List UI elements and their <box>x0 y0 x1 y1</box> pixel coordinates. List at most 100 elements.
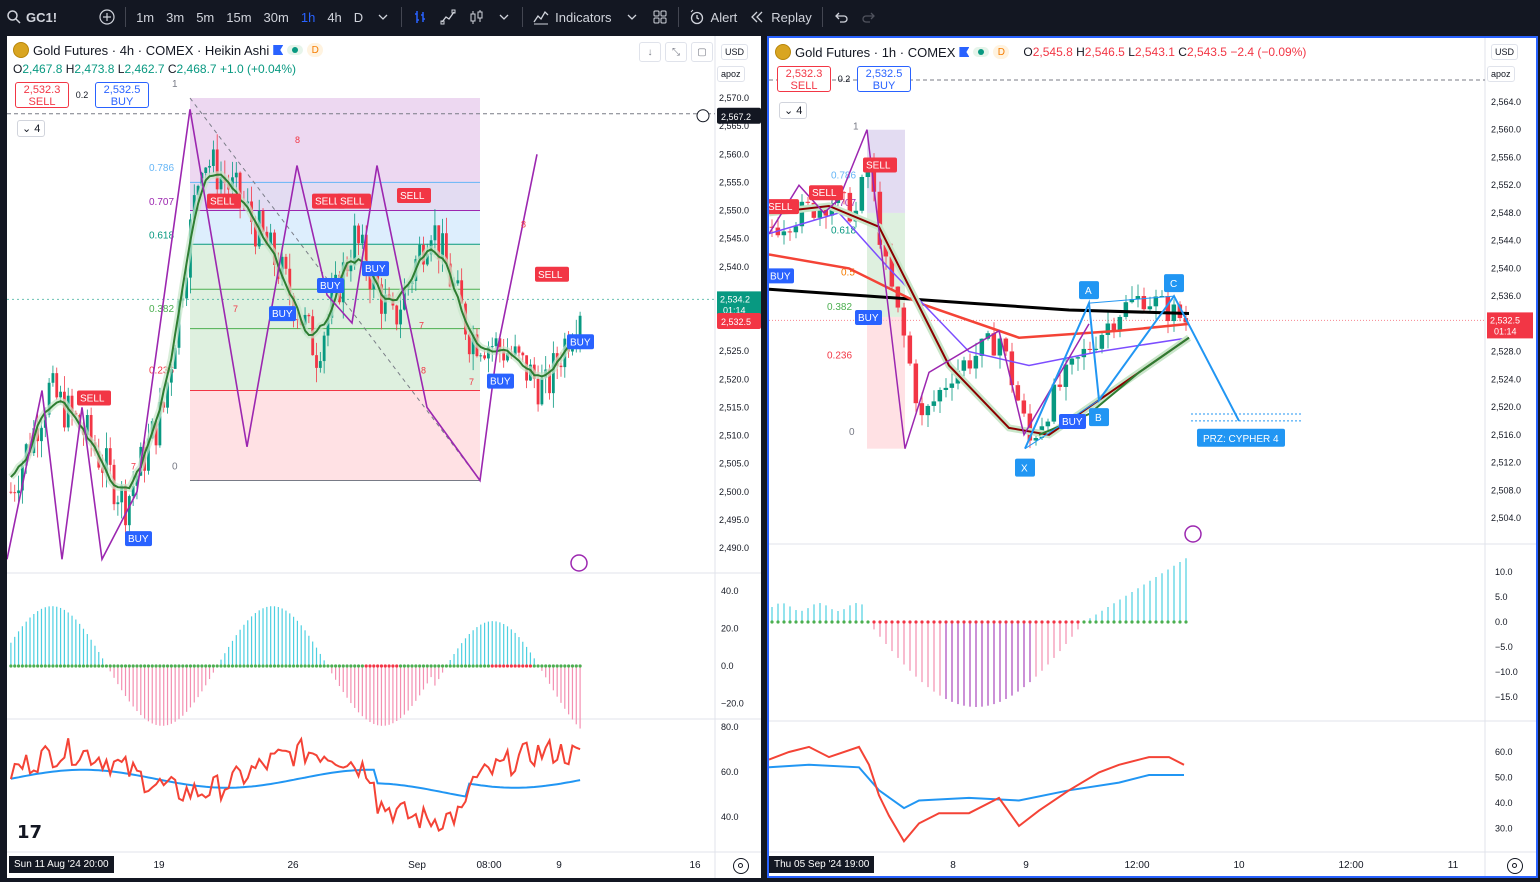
settings-gear-icon[interactable] <box>733 858 749 874</box>
compare-symbol-button[interactable] <box>93 0 121 34</box>
signal-buy-bg <box>487 373 514 389</box>
osc-dot <box>517 664 521 668</box>
tf-4h[interactable]: 4h <box>327 9 342 25</box>
replay-label: Replay <box>771 9 812 25</box>
flag-icon[interactable] <box>959 47 970 57</box>
replay-button[interactable]: Replay <box>743 0 817 34</box>
fib-label: 1 <box>172 79 178 90</box>
tf-d[interactable]: D <box>353 9 364 25</box>
osc-dot <box>227 664 231 668</box>
osc-dot <box>398 664 403 668</box>
redo-button[interactable] <box>855 0 883 34</box>
x-tick-label: 19 <box>153 860 165 871</box>
right-chart-pane[interactable]: 1 0.786 0.707 0.618 0.5 0.382 0.236 0 X A B C PRZ: C… <box>767 36 1538 878</box>
sell-button[interactable]: 2,532.3 SELL <box>777 66 831 92</box>
lightning-icon <box>1184 525 1202 543</box>
indicators-dropdown[interactable] <box>618 0 646 34</box>
tf-15m[interactable]: 15m <box>226 9 252 25</box>
eye-icon[interactable] <box>973 47 990 57</box>
osc-dot <box>238 664 242 668</box>
candle-body <box>9 491 13 493</box>
osc-dot <box>884 620 888 624</box>
ma-line <box>10 173 581 490</box>
countdown-tag: 01:14 <box>723 305 746 315</box>
tradingview-logo: 17 <box>17 822 43 843</box>
scale-mode-button[interactable]: apoz <box>717 66 745 82</box>
chart-type-bars-button[interactable] <box>406 0 434 34</box>
chart-type-dropdown[interactable] <box>490 0 518 34</box>
collapse-indicators-button[interactable]: ⌄ 4 <box>17 120 46 137</box>
indicators-button[interactable]: Indicators <box>527 0 617 34</box>
symbol-search[interactable]: GC1! <box>0 0 63 34</box>
wave-number: 8 <box>421 366 426 376</box>
osc-dot <box>181 664 185 668</box>
sell-button[interactable]: 2,532.3 SELL <box>15 82 69 108</box>
tf-30m[interactable]: 30m <box>263 9 289 25</box>
osc-dot <box>1154 620 1158 624</box>
osc-dot <box>162 664 166 668</box>
candle-body <box>490 346 494 348</box>
candle-body <box>483 355 486 359</box>
buy-button[interactable]: 2,532.5 BUY <box>95 82 149 108</box>
osc-dot <box>100 664 105 668</box>
chart-type-line-button[interactable] <box>434 0 462 34</box>
fib-label: 0.786 <box>149 163 174 174</box>
osc-dot <box>770 620 774 624</box>
candles-icon <box>470 10 483 24</box>
osc-dot <box>387 664 391 668</box>
signal-buy: BUY <box>490 377 511 388</box>
x-tick-label: 26 <box>287 860 299 871</box>
osc-dot <box>860 620 864 624</box>
osc-dot <box>914 620 918 624</box>
osc-dot <box>938 620 942 624</box>
buy-button[interactable]: 2,532.5 BUY <box>857 66 911 92</box>
candle-body <box>931 401 937 406</box>
signal-sell: SELL <box>340 197 365 208</box>
toolbar-divider <box>125 7 127 27</box>
eye-icon[interactable] <box>287 45 304 55</box>
shrink-icon[interactable]: ⤡ <box>665 42 687 62</box>
undo-button[interactable] <box>827 0 855 34</box>
tf-1h[interactable]: 1h <box>300 9 316 25</box>
tf-1m[interactable]: 1m <box>136 9 155 25</box>
candle-body <box>360 234 364 244</box>
sell-price: 2,532.3 <box>785 68 823 80</box>
flag-icon[interactable] <box>273 45 284 55</box>
templates-button[interactable] <box>646 0 674 34</box>
settings-gear-icon[interactable] <box>1507 858 1523 874</box>
lightning-icon <box>570 554 588 572</box>
arrow-down-icon[interactable]: ↓ <box>639 42 661 62</box>
timeframe-dropdown[interactable] <box>369 0 397 34</box>
candle-body <box>62 391 66 428</box>
candle-body <box>1099 334 1105 349</box>
y-tick-label: 2,510.0 <box>719 431 749 441</box>
maximize-icon[interactable]: ▢ <box>691 42 713 62</box>
candle-body <box>883 244 889 257</box>
chart-type-candles-button[interactable] <box>462 0 490 34</box>
alert-button[interactable]: Alert <box>683 0 744 34</box>
tf-5m[interactable]: 5m <box>196 9 215 25</box>
osc-dot <box>1058 620 1062 624</box>
osc-dot <box>950 620 954 624</box>
signal-sell: SELL <box>80 394 105 405</box>
osc-dot <box>440 664 445 668</box>
osc-dot <box>120 664 124 668</box>
candle-body <box>59 391 62 398</box>
wave-number: 7 <box>233 304 238 314</box>
tf-3m[interactable]: 3m <box>166 9 185 25</box>
y-tick-label: 2,520.0 <box>719 374 749 384</box>
candle-body <box>395 305 399 325</box>
left-chart-pane[interactable]: 0.786 0.707 0.618 0.382 0.236 0 1 SELL SELL SELL S… <box>7 36 761 878</box>
scale-mode-button[interactable]: apoz <box>1487 66 1515 82</box>
signal-sell-bg <box>809 185 843 201</box>
fib-label: 0.5 <box>841 267 855 278</box>
y-tick-label: 2,525.0 <box>719 346 749 356</box>
osc-dot <box>13 664 17 668</box>
currency-button[interactable]: USD <box>721 44 749 60</box>
currency-button[interactable]: USD <box>1491 44 1519 60</box>
collapse-indicators-button[interactable]: ⌄ 4 <box>779 102 808 119</box>
osc-dot <box>116 664 120 668</box>
candle-body <box>1081 348 1087 358</box>
